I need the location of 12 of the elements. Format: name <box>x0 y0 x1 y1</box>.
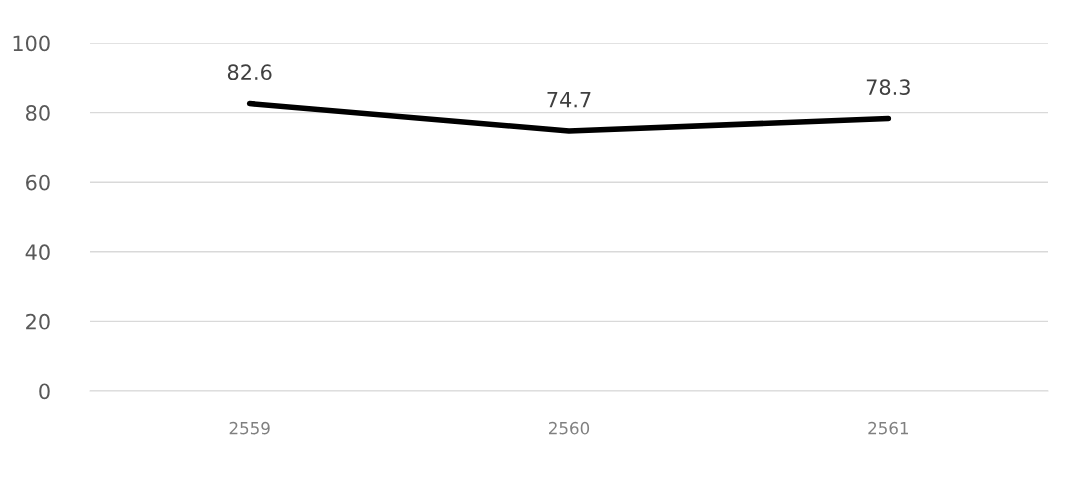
y-tick-label: 20 <box>26 313 50 330</box>
y-tick-label: 0 <box>39 383 50 400</box>
y-tick-label: 100 <box>13 35 50 52</box>
x-tick-label: 2561 <box>868 421 908 435</box>
y-tick-label: 60 <box>26 174 50 191</box>
data-label: 74.7 <box>547 92 591 108</box>
data-label: 78.3 <box>866 79 910 96</box>
y-tick-label: 80 <box>26 105 50 121</box>
x-tick-label: 2559 <box>229 421 270 435</box>
x-tick-label: 2560 <box>549 421 590 435</box>
data-label: 82.6 <box>227 64 272 81</box>
y-tick-label: 40 <box>25 244 50 261</box>
